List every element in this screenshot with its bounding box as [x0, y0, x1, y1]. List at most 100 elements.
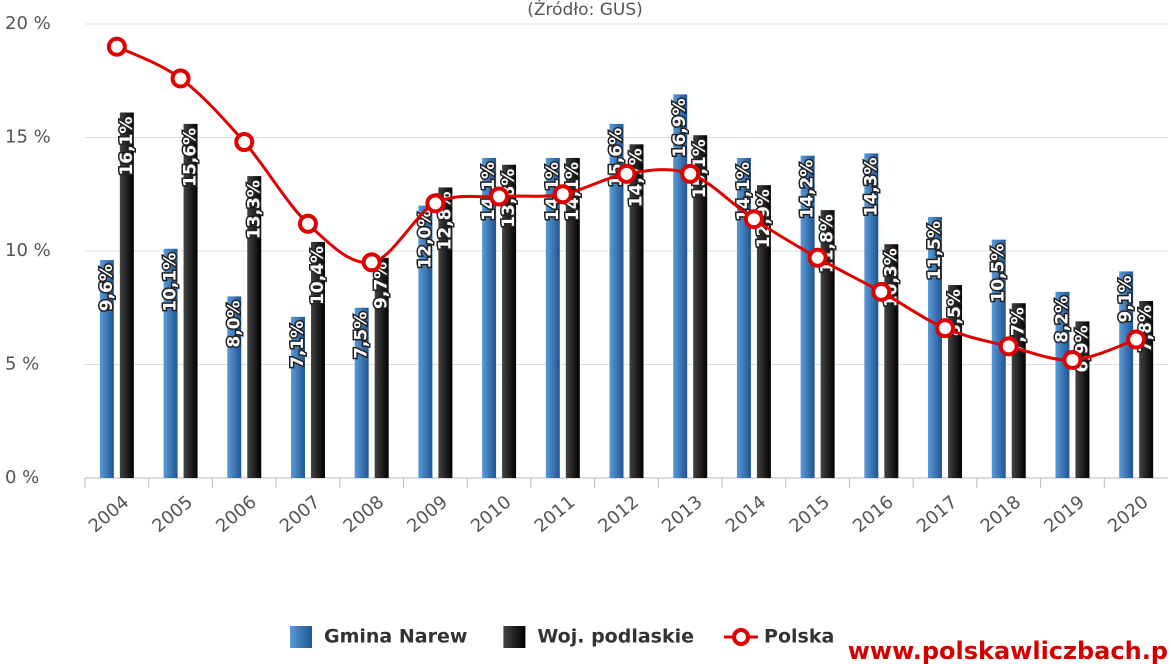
- data-label: 14,1%: [479, 162, 499, 221]
- data-label: 9,6%: [97, 264, 117, 311]
- bar: [736, 157, 751, 478]
- data-label: 16,9%: [670, 98, 690, 157]
- x-tick-label: 2004: [85, 492, 134, 538]
- data-label: 12,9%: [754, 189, 774, 248]
- x-tick-label: 2017: [913, 492, 962, 538]
- data-label: 8,0%: [224, 300, 244, 347]
- data-label: 13,8%: [499, 169, 519, 228]
- bar: [928, 216, 943, 478]
- marker: [552, 184, 573, 205]
- y-tick-label: 20 %: [5, 13, 51, 34]
- x-tick-label: 2019: [1040, 492, 1089, 538]
- bar: [183, 123, 198, 478]
- watermark: www.polskawliczbach.p: [848, 637, 1168, 664]
- data-label: 13,3%: [244, 180, 264, 239]
- marker: [1062, 349, 1083, 370]
- bar: [565, 157, 580, 478]
- data-label: 10,1%: [161, 253, 181, 312]
- bar: [418, 205, 433, 478]
- marker: [871, 281, 892, 302]
- marker: [361, 252, 382, 273]
- x-tick-label: 2006: [212, 492, 261, 538]
- y-tick-label: 15 %: [5, 127, 51, 148]
- bar: [629, 144, 644, 478]
- legend-swatch: [732, 628, 751, 646]
- x-tick-label: 2010: [467, 492, 516, 538]
- bar: [545, 157, 560, 478]
- data-label: 11,5%: [925, 221, 945, 280]
- marker: [425, 193, 446, 214]
- line: [116, 45, 1137, 362]
- x-tick-label: 2015: [785, 492, 834, 538]
- data-label: 12,0%: [415, 210, 435, 269]
- bar: [884, 244, 899, 478]
- x-tick-label: 2005: [148, 492, 197, 538]
- bar: [310, 241, 325, 478]
- data-label: 14,3%: [861, 157, 881, 216]
- marker: [743, 209, 764, 230]
- bar: [673, 94, 688, 479]
- x-tick-label: 2018: [977, 492, 1026, 538]
- bar: [227, 296, 242, 478]
- bar: [609, 123, 624, 478]
- bar: [800, 155, 815, 478]
- marker: [489, 186, 510, 207]
- data-label: 15,6%: [181, 128, 201, 187]
- bar: [438, 187, 453, 478]
- marker: [998, 336, 1019, 357]
- data-label: 8,2%: [1052, 296, 1072, 343]
- data-label: 10,5%: [989, 244, 1009, 303]
- marker: [297, 213, 318, 234]
- x-tick-label: 2020: [1104, 492, 1153, 538]
- legend-label: Polska: [764, 626, 834, 648]
- marker: [680, 163, 701, 184]
- data-label: 15,1%: [690, 139, 710, 198]
- bar: [99, 260, 114, 478]
- bar: [502, 164, 517, 479]
- x-tick-label: 2009: [403, 492, 452, 538]
- legend-swatch: [503, 626, 526, 648]
- marker: [234, 132, 255, 153]
- legend-label: Woj. podlaskie: [537, 626, 694, 648]
- bar: [290, 316, 305, 478]
- y-tick-label: 0 %: [5, 467, 39, 488]
- marker: [616, 163, 637, 184]
- x-tick-label: 2016: [849, 492, 898, 538]
- data-label: 16,1%: [117, 117, 137, 176]
- bar: [1119, 271, 1134, 478]
- x-tick-label: 2007: [276, 492, 325, 538]
- marker: [807, 247, 828, 268]
- x-tick-label: 2013: [658, 492, 707, 538]
- legend-swatch: [290, 626, 312, 648]
- bar: [482, 157, 497, 478]
- marker: [170, 68, 191, 89]
- data-label: 14,7%: [627, 148, 647, 207]
- x-tick-label: 2012: [594, 492, 643, 538]
- data-label: 14,2%: [798, 160, 818, 219]
- bar: [354, 307, 369, 478]
- data-label: 7,5%: [352, 312, 372, 359]
- data-label: 10,4%: [308, 246, 328, 305]
- bar: [374, 257, 389, 478]
- marker: [106, 36, 127, 57]
- bar: [1055, 291, 1070, 478]
- legend-label: Gmina Narew: [324, 626, 467, 648]
- bar: [864, 153, 879, 478]
- y-tick-label: 10 %: [5, 240, 51, 261]
- marker: [935, 318, 956, 339]
- bar: [119, 112, 134, 478]
- bar: [820, 210, 835, 478]
- data-label: 14,1%: [543, 162, 563, 221]
- bar: [693, 135, 708, 479]
- x-tick-label: 2011: [531, 492, 580, 538]
- data-label: 9,1%: [1116, 275, 1136, 322]
- bar: [247, 176, 262, 478]
- y-tick-label: 5 %: [5, 354, 39, 375]
- data-label: 7,1%: [288, 321, 308, 368]
- x-tick-label: 2008: [340, 492, 389, 538]
- bar: [756, 185, 771, 479]
- marker: [1126, 329, 1147, 350]
- bar: [991, 239, 1006, 478]
- data-label: 9,7%: [372, 262, 392, 309]
